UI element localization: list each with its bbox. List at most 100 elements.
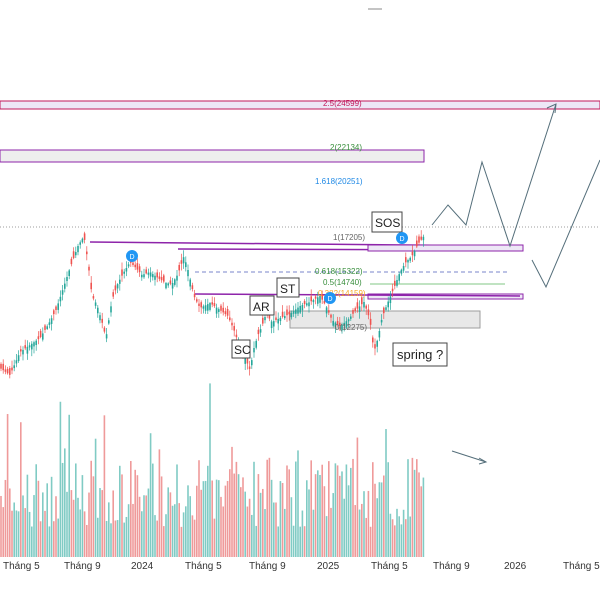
volume-bar bbox=[152, 463, 154, 557]
volume-bar bbox=[68, 414, 70, 557]
svg-text:ST: ST bbox=[280, 282, 296, 296]
fib-label-2: 2(22134) bbox=[330, 143, 362, 152]
candle-body bbox=[24, 345, 26, 349]
volume-bar bbox=[130, 460, 132, 557]
candle-body bbox=[193, 293, 196, 298]
candle-body bbox=[101, 318, 103, 323]
volume-bars bbox=[0, 383, 425, 557]
volume-bar bbox=[413, 469, 416, 557]
volume-bar bbox=[55, 496, 57, 557]
candle-body bbox=[306, 303, 308, 306]
volume-bar bbox=[325, 516, 328, 557]
volume-bar bbox=[310, 460, 312, 557]
volume-bar bbox=[336, 465, 339, 557]
volume-bar bbox=[218, 480, 220, 557]
projection-arrow-head-1 bbox=[546, 103, 557, 114]
candle-body bbox=[147, 272, 150, 275]
volume-bar bbox=[64, 448, 66, 557]
fib-label-25: 2.5(24599) bbox=[323, 99, 362, 108]
candle-body bbox=[273, 321, 275, 327]
candle-body bbox=[90, 282, 92, 290]
candle-body bbox=[55, 306, 57, 310]
candle-body bbox=[165, 283, 167, 289]
candle-body bbox=[42, 333, 44, 340]
candle-body bbox=[143, 274, 145, 278]
volume-bar bbox=[391, 519, 394, 557]
candle-body bbox=[171, 283, 174, 289]
candle-body bbox=[422, 236, 425, 241]
fib-label-1618: 1.618(20251) bbox=[315, 177, 363, 186]
candle-body bbox=[323, 300, 326, 304]
fib-label-1: 1(17205) bbox=[333, 233, 365, 242]
candle-body bbox=[6, 368, 9, 374]
candle-body bbox=[17, 355, 20, 362]
volume-bar bbox=[354, 505, 356, 557]
annotation-st: ST bbox=[276, 277, 300, 298]
candle-body bbox=[35, 340, 37, 346]
candle-body bbox=[347, 319, 350, 322]
volume-bar bbox=[11, 510, 13, 557]
volume-bar bbox=[163, 526, 165, 557]
candle-body bbox=[136, 263, 139, 270]
volume-bar bbox=[314, 474, 317, 557]
volume-bar bbox=[402, 509, 405, 557]
candle-body bbox=[361, 297, 363, 305]
x-tick-label: 2025 bbox=[317, 561, 340, 572]
volume-bar bbox=[262, 488, 264, 557]
x-tick-label: Tháng 5 bbox=[185, 561, 222, 572]
volume-bar bbox=[319, 475, 321, 557]
x-tick-label: 2024 bbox=[131, 561, 154, 572]
volume-bar bbox=[125, 516, 128, 557]
candle-body bbox=[92, 296, 95, 299]
candle-body bbox=[248, 366, 251, 369]
volume-bar bbox=[171, 505, 174, 557]
volume-bar bbox=[270, 479, 273, 557]
candle-body bbox=[160, 277, 163, 281]
volume-bar bbox=[123, 522, 125, 557]
candle-body bbox=[134, 264, 136, 268]
volume-bar bbox=[70, 490, 73, 557]
candle-body bbox=[299, 305, 301, 313]
candle-body bbox=[279, 317, 282, 322]
volume-bar bbox=[99, 488, 101, 557]
volume-bar bbox=[141, 511, 143, 557]
volume-bar bbox=[213, 518, 216, 557]
candle-body bbox=[405, 257, 407, 263]
candle-body bbox=[86, 251, 88, 255]
candle-body bbox=[259, 329, 262, 333]
volume-bar bbox=[253, 461, 255, 557]
dividend-marker-1[interactable]: D bbox=[126, 250, 138, 262]
candle-body bbox=[2, 363, 4, 371]
fib-label-0: 0(12275) bbox=[335, 323, 367, 332]
svg-text:AR: AR bbox=[253, 300, 270, 314]
candle-body bbox=[105, 334, 108, 339]
fib-label-05: 0.5(14740) bbox=[323, 278, 362, 287]
volume-bar bbox=[189, 496, 191, 557]
candle-body bbox=[365, 305, 367, 309]
candle-body bbox=[418, 236, 420, 243]
volume-bar bbox=[286, 465, 288, 557]
candle-body bbox=[281, 311, 284, 317]
volume-bar bbox=[363, 491, 365, 557]
dividend-marker-3[interactable]: D bbox=[396, 232, 408, 244]
candle-body bbox=[286, 309, 288, 316]
volume-bar bbox=[264, 509, 266, 557]
candle-body bbox=[246, 358, 249, 364]
volume-bar bbox=[372, 462, 374, 557]
dividend-marker-2[interactable]: D bbox=[324, 292, 336, 304]
svg-text:SC: SC bbox=[234, 343, 251, 357]
volume-bar bbox=[147, 488, 150, 557]
candle-body bbox=[369, 318, 372, 325]
volume-bar bbox=[193, 519, 196, 557]
candle-body bbox=[4, 369, 7, 372]
volume-bar bbox=[321, 464, 323, 557]
volume-bar bbox=[240, 487, 242, 557]
candle-body bbox=[332, 320, 334, 326]
candle-body bbox=[339, 322, 341, 326]
zone-upper bbox=[0, 149, 425, 163]
volume-bar bbox=[103, 415, 106, 557]
volume-bar bbox=[396, 508, 398, 557]
volume-bar bbox=[119, 465, 121, 557]
volume-bar bbox=[292, 525, 295, 557]
candle-body bbox=[312, 299, 315, 303]
